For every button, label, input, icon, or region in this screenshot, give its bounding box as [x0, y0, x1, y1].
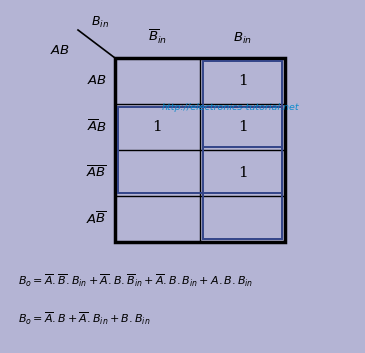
Text: $B_o = \overline{A}.B + \overline{A}.B_{in} + B.B_{in}$: $B_o = \overline{A}.B + \overline{A}.B_{… [18, 310, 150, 327]
Text: $AB$: $AB$ [87, 74, 107, 88]
Bar [118, 107, 282, 193]
Text: $A\overline{B}$: $A\overline{B}$ [86, 211, 107, 227]
Bar [203, 61, 282, 147]
Text: $\overline{A}\overline{B}$: $\overline{A}\overline{B}$ [86, 165, 107, 181]
Text: $B_o = \overline{A}.\overline{B}.B_{in} + \overline{A}.B.\overline{B}_{in} + \ov: $B_o = \overline{A}.\overline{B}.B_{in} … [18, 272, 253, 288]
Text: http://electronics-tutorial.net: http://electronics-tutorial.net [161, 102, 299, 112]
Text: 1: 1 [238, 74, 247, 88]
Text: 1: 1 [238, 120, 247, 134]
Text: $B_{in}$: $B_{in}$ [91, 14, 109, 30]
Text: $\overline{A}B$: $\overline{A}B$ [87, 119, 107, 135]
Bar [115, 58, 285, 242]
Text: 1: 1 [238, 166, 247, 180]
Text: 1: 1 [153, 120, 162, 134]
Text: $\overline{B}_{in}$: $\overline{B}_{in}$ [148, 28, 167, 46]
Text: $AB$: $AB$ [50, 43, 70, 56]
Text: $B_{in}$: $B_{in}$ [233, 31, 252, 46]
Bar [203, 107, 282, 239]
